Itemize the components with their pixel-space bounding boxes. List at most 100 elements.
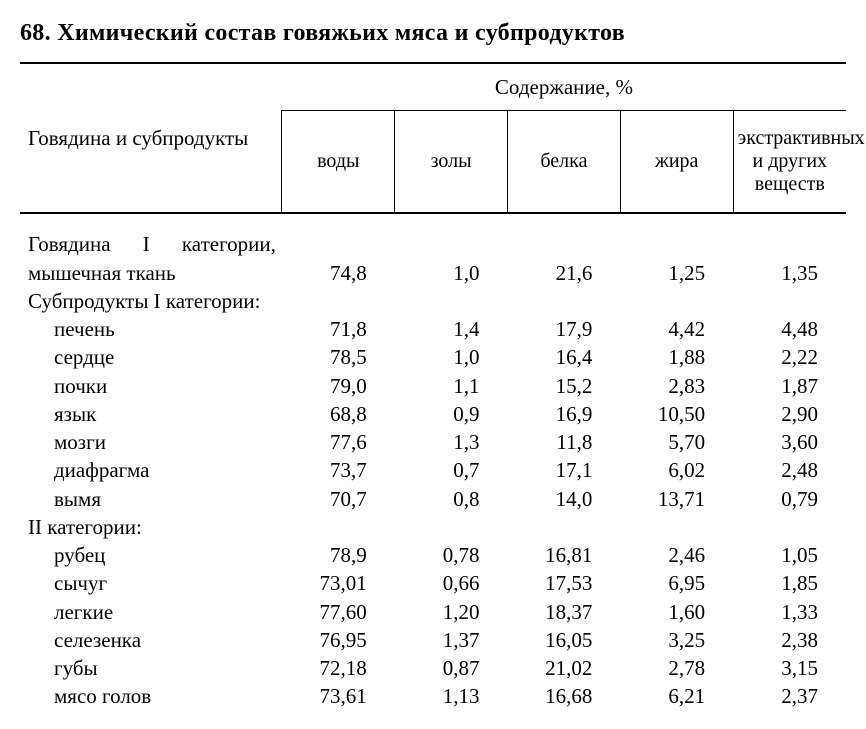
col-header-spanner: Содержание, %	[282, 63, 846, 111]
cell-value: 1,85	[733, 569, 846, 597]
cell-value: 2,78	[620, 654, 733, 682]
cell-value: 1,88	[620, 343, 733, 371]
table-row: легкие77,601,2018,371,601,33	[20, 598, 846, 626]
table-row: сычуг73,010,6617,536,951,85	[20, 569, 846, 597]
cell-value: 17,53	[508, 569, 621, 597]
cell-value: 76,95	[282, 626, 395, 654]
cell-value: 74,8	[282, 259, 395, 287]
row-label: мясо голов	[20, 682, 282, 710]
cell-value: 73,61	[282, 682, 395, 710]
cell-value: 0,66	[395, 569, 508, 597]
table-row: почки79,01,115,22,831,87	[20, 372, 846, 400]
cell-value	[620, 230, 733, 258]
cell-value: 5,70	[620, 428, 733, 456]
cell-value: 1,05	[733, 541, 846, 569]
cell-value	[508, 287, 621, 315]
cell-value: 6,95	[620, 569, 733, 597]
table-row: язык68,80,916,910,502,90	[20, 400, 846, 428]
cell-value: 3,25	[620, 626, 733, 654]
cell-value: 21,02	[508, 654, 621, 682]
table-title: 68. Химический состав говяжьих мяса и су…	[20, 18, 846, 48]
cell-value: 6,21	[620, 682, 733, 710]
table-row: II категории:	[20, 513, 846, 541]
table-row: Субпродукты I категории:	[20, 287, 846, 315]
cell-value	[508, 230, 621, 258]
cell-value: 1,4	[395, 315, 508, 343]
cell-value: 1,13	[395, 682, 508, 710]
composition-table: Говядина и субпродукты Содержание, % вод…	[20, 62, 846, 711]
cell-value	[395, 513, 508, 541]
cell-value	[620, 287, 733, 315]
cell-value: 2,90	[733, 400, 846, 428]
cell-value: 73,7	[282, 456, 395, 484]
cell-value: 3,15	[733, 654, 846, 682]
cell-value: 78,5	[282, 343, 395, 371]
cell-value: 17,9	[508, 315, 621, 343]
cell-value: 1,87	[733, 372, 846, 400]
cell-value: 0,79	[733, 485, 846, 513]
cell-value	[620, 513, 733, 541]
row-label: Субпродукты I категории:	[20, 287, 282, 315]
cell-value: 6,02	[620, 456, 733, 484]
cell-value: 1,37	[395, 626, 508, 654]
table-row: рубец78,90,7816,812,461,05	[20, 541, 846, 569]
cell-value: 73,01	[282, 569, 395, 597]
cell-value: 1,0	[395, 259, 508, 287]
cell-value: 2,38	[733, 626, 846, 654]
cell-value	[282, 287, 395, 315]
row-label: язык	[20, 400, 282, 428]
cell-value: 13,71	[620, 485, 733, 513]
col-header-extract: экстрактивных и других веществ	[733, 111, 846, 214]
cell-value: 0,78	[395, 541, 508, 569]
row-label: Говядина I категории,	[20, 230, 282, 258]
table-row: мозги77,61,311,85,703,60	[20, 428, 846, 456]
cell-value: 2,83	[620, 372, 733, 400]
row-label: печень	[20, 315, 282, 343]
cell-value: 68,8	[282, 400, 395, 428]
col-header-water: воды	[282, 111, 395, 214]
cell-value: 21,6	[508, 259, 621, 287]
cell-value: 0,87	[395, 654, 508, 682]
table-row: печень71,81,417,94,424,48	[20, 315, 846, 343]
cell-value: 18,37	[508, 598, 621, 626]
row-label: II категории:	[20, 513, 282, 541]
cell-value: 0,9	[395, 400, 508, 428]
cell-value: 70,7	[282, 485, 395, 513]
cell-value	[395, 287, 508, 315]
row-label: рубец	[20, 541, 282, 569]
cell-value	[395, 230, 508, 258]
cell-value	[282, 513, 395, 541]
table-row: вымя70,70,814,013,710,79	[20, 485, 846, 513]
cell-value: 71,8	[282, 315, 395, 343]
table-row: селезенка76,951,3716,053,252,38	[20, 626, 846, 654]
cell-value: 17,1	[508, 456, 621, 484]
cell-value: 16,81	[508, 541, 621, 569]
cell-value: 2,37	[733, 682, 846, 710]
cell-value: 16,05	[508, 626, 621, 654]
col-header-ash: золы	[395, 111, 508, 214]
cell-value	[508, 513, 621, 541]
cell-value: 1,25	[620, 259, 733, 287]
row-label: почки	[20, 372, 282, 400]
cell-value: 0,7	[395, 456, 508, 484]
cell-value: 16,9	[508, 400, 621, 428]
cell-value: 79,0	[282, 372, 395, 400]
table-row: губы72,180,8721,022,783,15	[20, 654, 846, 682]
cell-value: 1,1	[395, 372, 508, 400]
cell-value: 11,8	[508, 428, 621, 456]
cell-value: 15,2	[508, 372, 621, 400]
cell-value: 72,18	[282, 654, 395, 682]
cell-value: 1,0	[395, 343, 508, 371]
cell-value: 1,60	[620, 598, 733, 626]
row-label: сычуг	[20, 569, 282, 597]
cell-value: 10,50	[620, 400, 733, 428]
cell-value	[282, 230, 395, 258]
row-label: легкие	[20, 598, 282, 626]
col-header-fat: жира	[620, 111, 733, 214]
cell-value: 1,33	[733, 598, 846, 626]
col-header-rowhead: Говядина и субпродукты	[20, 63, 282, 213]
cell-value: 4,48	[733, 315, 846, 343]
cell-value: 1,35	[733, 259, 846, 287]
cell-value: 3,60	[733, 428, 846, 456]
cell-value: 77,60	[282, 598, 395, 626]
